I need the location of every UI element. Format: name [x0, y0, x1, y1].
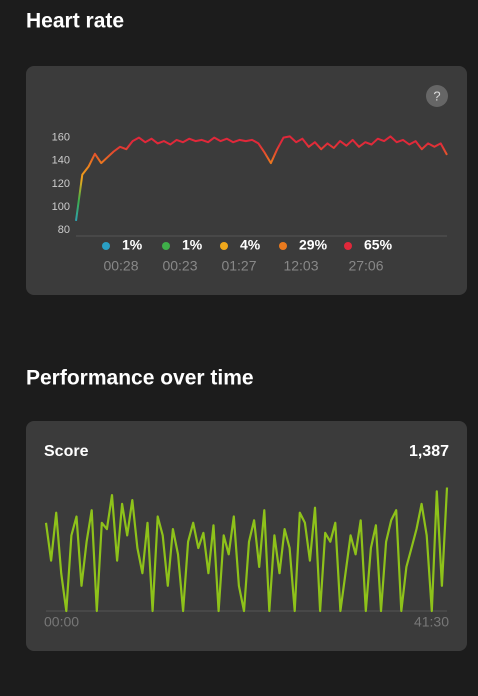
zone-dot [162, 242, 170, 250]
y-tick-label: 160 [52, 131, 70, 143]
zone-percent: 4% [240, 237, 261, 253]
zone-dot [220, 242, 228, 250]
zone-time: 01:27 [221, 258, 256, 274]
score-value: 1,387 [409, 443, 449, 460]
zone-percent: 65% [364, 237, 393, 253]
zone-time: 00:23 [162, 258, 197, 274]
score-label: Score [44, 443, 89, 460]
x-start-label: 00:00 [44, 614, 79, 630]
heart-rate-line [75, 135, 448, 222]
zone-time: 12:03 [283, 258, 318, 274]
card [26, 66, 467, 295]
zone-percent: 1% [182, 237, 203, 253]
zone-percent: 29% [299, 237, 328, 253]
y-tick-label: 80 [58, 224, 70, 236]
help-icon[interactable]: ? [433, 88, 440, 103]
zone-time: 00:28 [103, 258, 138, 274]
section-title: Heart rate [26, 10, 124, 33]
score-line [44, 487, 449, 613]
zone-time: 27:06 [348, 258, 383, 274]
card [26, 421, 467, 651]
section-title: Performance over time [26, 367, 254, 390]
zone-dot [279, 242, 287, 250]
y-tick-label: 140 [52, 155, 70, 167]
zone-dot [102, 242, 110, 250]
help-button[interactable] [426, 85, 448, 107]
x-end-label: 41:30 [414, 614, 449, 630]
y-tick-label: 100 [52, 201, 70, 213]
zone-percent: 1% [122, 237, 143, 253]
zone-dot [344, 242, 352, 250]
y-tick-label: 120 [52, 178, 70, 190]
